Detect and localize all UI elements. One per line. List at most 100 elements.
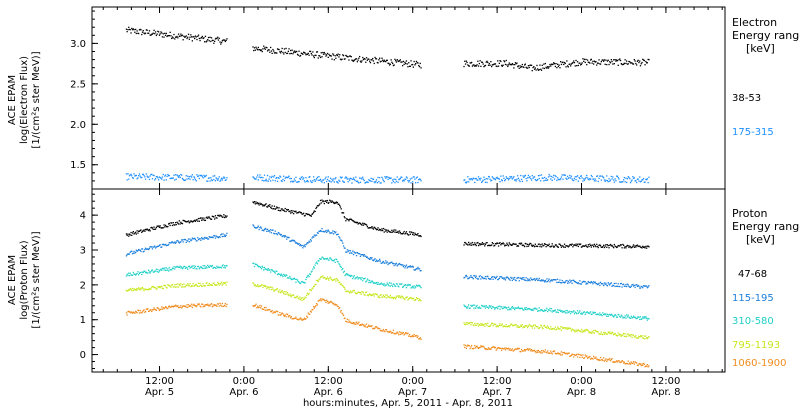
data-point — [525, 277, 527, 279]
data-point — [186, 239, 188, 242]
data-point — [175, 224, 177, 226]
data-point — [257, 46, 259, 49]
data-point — [334, 201, 336, 204]
data-point — [407, 66, 409, 68]
data-point — [273, 52, 276, 54]
data-point — [391, 182, 393, 184]
data-point — [309, 289, 311, 291]
data-point — [313, 56, 315, 59]
data-point — [604, 283, 606, 286]
data-point — [347, 181, 349, 183]
data-point — [596, 313, 598, 316]
data-point — [553, 178, 556, 180]
data-point — [524, 326, 526, 328]
data-point — [570, 65, 572, 67]
data-point — [299, 282, 301, 284]
data-point — [391, 61, 393, 63]
data-point — [524, 307, 526, 309]
data-point — [129, 272, 131, 274]
data-point — [499, 308, 501, 310]
data-point — [543, 180, 545, 182]
data-point — [136, 230, 138, 232]
data-point — [633, 316, 635, 318]
data-point — [365, 181, 367, 184]
data-point — [388, 282, 391, 284]
data-point — [138, 312, 141, 314]
data-point — [518, 326, 520, 328]
data-point — [487, 307, 490, 309]
data-point — [131, 29, 134, 31]
data-point — [587, 312, 589, 314]
data-point — [387, 331, 389, 333]
data-point — [544, 179, 546, 181]
data-point — [304, 282, 306, 284]
data-point — [553, 246, 555, 248]
data-point — [329, 257, 331, 259]
data-point — [358, 291, 360, 293]
data-point — [345, 290, 347, 293]
data-point — [383, 59, 385, 61]
data-point — [210, 303, 212, 306]
data-point — [212, 175, 214, 177]
data-point — [608, 247, 610, 249]
data-point — [540, 174, 543, 176]
data-point — [318, 230, 320, 232]
data-point — [329, 300, 332, 303]
data-point — [306, 316, 309, 318]
data-point — [365, 291, 367, 294]
data-point — [330, 301, 332, 303]
data-point — [390, 297, 392, 299]
data-point — [636, 244, 639, 246]
data-point — [546, 244, 548, 246]
data-point — [140, 229, 142, 231]
data-point — [150, 246, 152, 248]
data-point — [380, 293, 382, 296]
data-point — [609, 244, 611, 246]
data-point — [273, 232, 275, 234]
data-point — [531, 327, 533, 329]
data-point — [392, 262, 395, 265]
data-point — [218, 284, 220, 286]
data-point — [188, 38, 190, 40]
data-point — [135, 28, 137, 31]
data-point — [648, 246, 650, 248]
data-point — [326, 201, 328, 203]
data-point — [270, 50, 273, 52]
data-point — [614, 361, 616, 363]
data-point — [283, 291, 286, 293]
data-point — [294, 180, 296, 182]
data-point — [541, 280, 543, 282]
data-point — [336, 260, 339, 263]
data-point — [529, 242, 531, 245]
data-point — [363, 294, 365, 296]
data-point — [509, 63, 511, 65]
data-point — [286, 52, 289, 54]
data-point — [213, 266, 215, 269]
data-point — [642, 58, 644, 60]
data-point — [158, 286, 160, 288]
data-point — [415, 233, 417, 236]
data-point — [288, 295, 290, 297]
data-point — [398, 296, 400, 299]
data-point — [563, 327, 565, 329]
data-point — [257, 174, 259, 176]
data-point — [612, 245, 614, 248]
data-point — [563, 174, 565, 176]
data-point — [198, 238, 200, 240]
data-point — [177, 283, 179, 285]
data-point — [362, 292, 365, 294]
data-point — [579, 177, 581, 180]
data-point — [260, 266, 262, 269]
data-point — [559, 178, 561, 181]
data-point — [506, 276, 508, 278]
data-point — [645, 245, 647, 248]
data-point — [626, 316, 629, 318]
data-point — [493, 346, 495, 348]
data-point — [629, 182, 632, 184]
data-point — [271, 310, 273, 312]
data-point — [529, 64, 531, 66]
data-point — [601, 59, 603, 61]
data-point — [491, 307, 493, 310]
data-point — [611, 314, 613, 316]
data-point — [507, 325, 510, 327]
